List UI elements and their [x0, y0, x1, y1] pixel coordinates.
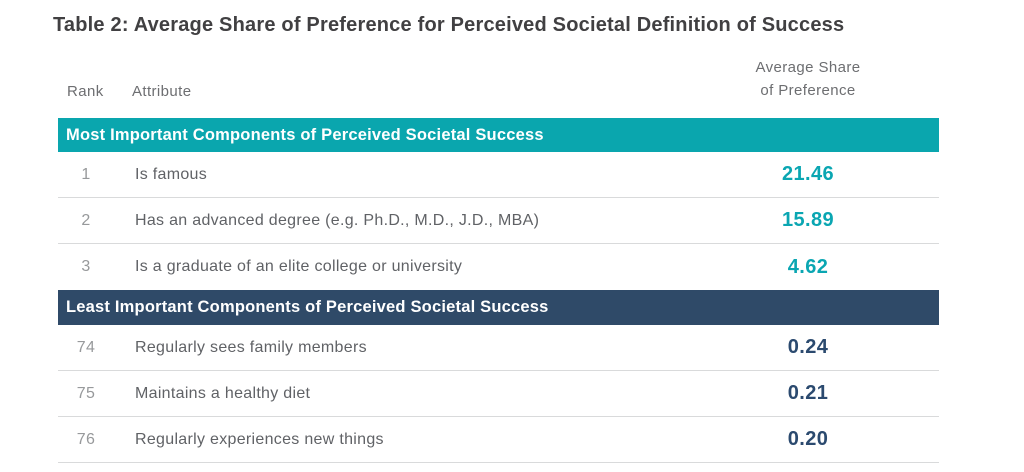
attribute-cell: Regularly experiences new things: [135, 430, 384, 448]
section-header-least-important-label: Least Important Components of Perceived …: [66, 298, 549, 316]
attribute-cell: Is famous: [135, 165, 208, 183]
table-row: 74 Regularly sees family members 0.24: [58, 325, 939, 371]
value-cell: 4.62: [787, 255, 829, 278]
column-header-row: Rank Attribute Average Share of Preferenc…: [58, 54, 939, 103]
value-cell: 0.20: [787, 428, 829, 450]
table-row: 1 Is famous 21.46: [58, 152, 939, 198]
rank-cell: 3: [81, 258, 91, 275]
column-header-average-share-line2: of Preference: [760, 81, 856, 99]
value-cell: 21.46: [781, 163, 835, 185]
value-cell: 15.89: [781, 209, 835, 231]
section-header-most-important: Most Important Components of Perceived S…: [58, 118, 939, 152]
section-header-most-important-label: Most Important Components of Perceived S…: [66, 125, 544, 144]
attribute-cell: Regularly sees family members: [135, 338, 367, 356]
value-cell: 0.24: [787, 336, 829, 358]
value-cell: 0.21: [787, 382, 829, 404]
table-row: 3 Is a graduate of an elite college or u…: [58, 244, 939, 290]
attribute-cell: Maintains a healthy diet: [135, 384, 311, 402]
rank-cell: 74: [76, 338, 96, 356]
attribute-cell: Has an advanced degree (e.g. Ph.D., M.D.…: [135, 211, 540, 229]
rank-cell: 75: [76, 384, 96, 402]
table-row: 75 Maintains a healthy diet 0.21: [58, 371, 939, 417]
table-row: 2 Has an advanced degree (e.g. Ph.D., M.…: [58, 198, 939, 244]
rank-cell: 76: [76, 430, 96, 448]
column-header-attribute: Attribute: [132, 83, 192, 100]
table-row: 76 Regularly experiences new things 0.20: [58, 417, 939, 463]
section-header-least-important: Least Important Components of Perceived …: [58, 290, 939, 325]
column-header-average-share: Average Share of Preference: [756, 56, 861, 103]
column-header-average-share-line1: Average Share: [755, 58, 861, 76]
attribute-cell: Is a graduate of an elite college or uni…: [135, 258, 463, 275]
page-title: Table 2: Average Share of Preference for…: [53, 14, 845, 36]
rank-cell: 2: [81, 211, 91, 229]
column-header-rank: Rank: [67, 83, 104, 100]
preference-table: Rank Attribute Average Share of Preferenc…: [58, 54, 939, 463]
rank-cell: 1: [81, 165, 91, 183]
